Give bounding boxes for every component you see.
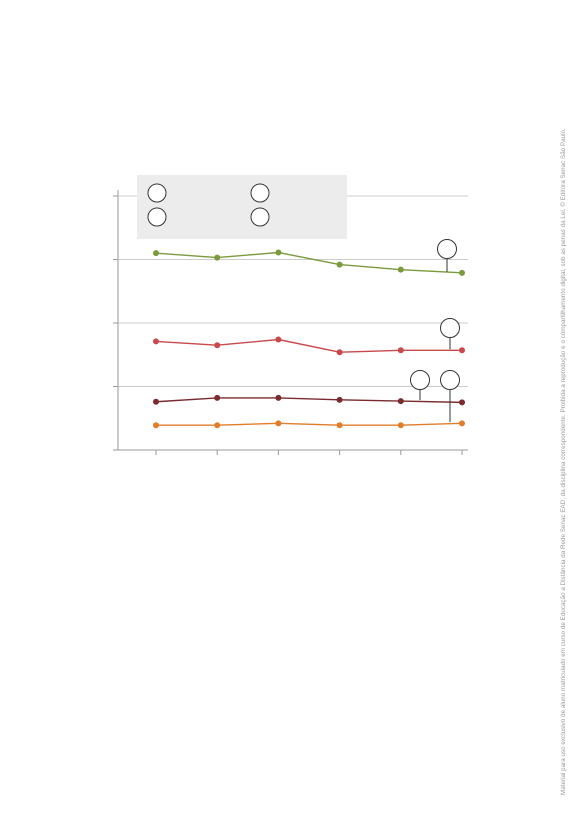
data-point [336, 396, 343, 403]
data-point [153, 398, 159, 405]
data-point [153, 422, 159, 429]
callout-marker-icon [410, 370, 430, 390]
data-point [275, 336, 282, 343]
data-point [397, 422, 404, 429]
legend-marker-icon [250, 183, 270, 203]
axes [113, 190, 468, 455]
copyright-side-note: Material para uso exclusivo de aluno mat… [560, 128, 567, 795]
callout-marker-icon [440, 370, 460, 390]
callout-marker-icon [437, 239, 457, 259]
data-point [214, 254, 221, 261]
data-point [459, 347, 465, 354]
legend-marker-icon [147, 183, 167, 203]
data-point [275, 420, 282, 427]
series-line [155, 338, 462, 353]
series-line [156, 422, 463, 426]
data-point [336, 349, 343, 356]
series-line [155, 251, 463, 274]
legend [147, 183, 270, 227]
data-point [459, 399, 465, 406]
data-point [336, 261, 343, 268]
data-point [397, 266, 404, 273]
legend-box [137, 175, 347, 239]
legend-marker-icon [147, 207, 167, 227]
data-point [214, 394, 221, 401]
callout-marker-icon [440, 318, 460, 338]
data-point [214, 342, 221, 349]
data-point [336, 422, 343, 429]
data-point [153, 250, 159, 257]
data-point [153, 338, 159, 345]
data-point [397, 398, 404, 405]
series-layer [153, 249, 465, 429]
data-point [459, 269, 465, 276]
callouts [410, 239, 460, 422]
data-point [459, 420, 465, 427]
legend-marker-icon [250, 207, 270, 227]
data-point [275, 249, 282, 256]
data-point [397, 347, 404, 354]
data-point [275, 394, 282, 401]
series-line [155, 397, 463, 404]
data-point [214, 422, 221, 429]
